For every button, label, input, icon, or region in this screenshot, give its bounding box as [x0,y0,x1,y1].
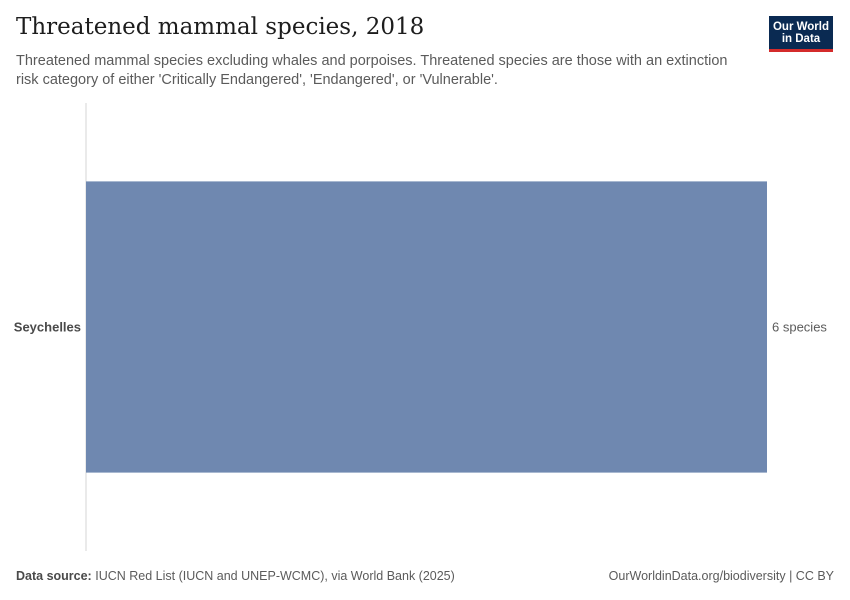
data-source: Data source: IUCN Red List (IUCN and UNE… [16,569,455,583]
category-label: Seychelles [14,320,81,335]
logo-line-2: in Data [781,32,821,45]
logo-line-1: Our World [772,20,829,33]
chart-title: Threatened mammal species, 2018 [16,14,425,40]
footer-link[interactable]: OurWorldinData.org/biodiversity | CC BY [608,569,834,583]
bar-seychelles[interactable] [86,181,767,473]
data-source-label: Data source: [16,569,92,583]
data-source-text[interactable]: IUCN Red List (IUCN and UNEP-WCMC), via … [95,569,455,583]
bar-chart: Seychelles 6 species [14,103,827,551]
chart-subtitle: Threatened mammal species excluding whal… [16,53,728,88]
owid-logo[interactable]: Our World in Data [769,16,833,52]
value-label: 6 species [772,320,827,335]
